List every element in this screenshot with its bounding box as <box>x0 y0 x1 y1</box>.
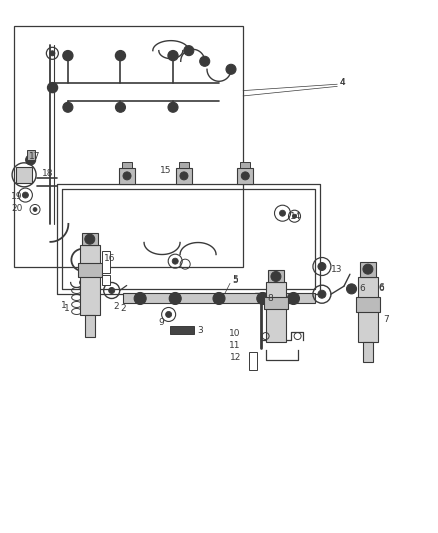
Bar <box>16 167 32 183</box>
Circle shape <box>109 287 115 294</box>
Text: 3: 3 <box>198 326 204 335</box>
Circle shape <box>226 64 236 74</box>
Circle shape <box>123 172 131 180</box>
Bar <box>78 263 102 277</box>
Bar <box>179 162 189 168</box>
Text: 7: 7 <box>383 316 389 324</box>
Text: 1: 1 <box>64 304 69 312</box>
Circle shape <box>216 296 222 301</box>
Circle shape <box>26 155 35 165</box>
Bar <box>356 297 380 312</box>
Text: 15: 15 <box>160 166 171 175</box>
Circle shape <box>116 51 125 61</box>
Bar <box>240 162 250 168</box>
Circle shape <box>169 293 181 304</box>
Circle shape <box>213 293 225 304</box>
Text: 2: 2 <box>120 304 126 312</box>
Circle shape <box>172 258 178 264</box>
Text: 9: 9 <box>159 319 164 327</box>
Bar <box>268 270 284 282</box>
Bar <box>237 168 253 184</box>
Bar <box>360 262 376 277</box>
Bar <box>266 282 286 343</box>
Bar <box>80 245 100 315</box>
Text: 2: 2 <box>113 302 119 311</box>
Circle shape <box>291 296 296 301</box>
Bar <box>170 326 194 335</box>
Bar <box>123 294 315 303</box>
Bar <box>119 168 135 184</box>
Circle shape <box>50 51 55 56</box>
Circle shape <box>134 293 146 304</box>
Text: 16: 16 <box>104 254 116 263</box>
Circle shape <box>48 83 57 93</box>
Text: 5: 5 <box>232 276 238 285</box>
Circle shape <box>346 284 357 294</box>
Circle shape <box>260 296 265 301</box>
Bar <box>264 297 288 310</box>
Circle shape <box>19 170 29 180</box>
Text: 18: 18 <box>42 169 53 177</box>
Bar <box>102 274 110 285</box>
Text: 19: 19 <box>11 192 22 200</box>
Text: 4: 4 <box>339 78 345 87</box>
Text: 17: 17 <box>28 152 40 161</box>
Bar <box>82 233 98 245</box>
Bar <box>249 352 257 370</box>
Bar <box>102 251 110 272</box>
Circle shape <box>63 102 73 112</box>
Circle shape <box>279 210 286 216</box>
Text: 14: 14 <box>290 212 302 221</box>
Text: 20: 20 <box>11 205 22 213</box>
Text: 10: 10 <box>230 329 241 338</box>
Circle shape <box>166 311 172 318</box>
Text: 13: 13 <box>331 265 342 274</box>
Text: 6: 6 <box>379 284 385 292</box>
Circle shape <box>184 46 194 55</box>
Bar <box>27 150 35 160</box>
Circle shape <box>138 296 143 301</box>
Circle shape <box>287 293 300 304</box>
Circle shape <box>241 172 249 180</box>
Bar <box>14 26 243 266</box>
Circle shape <box>318 262 326 271</box>
Text: 1: 1 <box>61 301 67 310</box>
Circle shape <box>257 293 269 304</box>
Text: 6: 6 <box>360 285 365 293</box>
Text: 8: 8 <box>267 294 273 303</box>
Circle shape <box>363 264 373 274</box>
Circle shape <box>318 290 326 298</box>
Text: 4: 4 <box>339 78 345 87</box>
Bar <box>358 277 378 342</box>
Circle shape <box>168 102 178 112</box>
Bar <box>85 315 95 337</box>
Circle shape <box>173 296 178 301</box>
Circle shape <box>33 207 37 212</box>
Circle shape <box>293 214 297 218</box>
Text: 6: 6 <box>379 285 385 293</box>
Circle shape <box>200 56 210 66</box>
Text: 5: 5 <box>232 276 238 284</box>
Circle shape <box>63 51 73 61</box>
Circle shape <box>80 279 86 286</box>
Circle shape <box>116 102 125 112</box>
Circle shape <box>271 271 281 281</box>
Circle shape <box>22 192 28 198</box>
Text: 12: 12 <box>230 353 241 362</box>
Bar <box>122 162 132 168</box>
Bar <box>176 168 192 184</box>
Text: 11: 11 <box>230 341 241 350</box>
Bar <box>363 342 373 362</box>
Circle shape <box>168 51 178 61</box>
Circle shape <box>180 172 188 180</box>
Circle shape <box>85 234 95 244</box>
